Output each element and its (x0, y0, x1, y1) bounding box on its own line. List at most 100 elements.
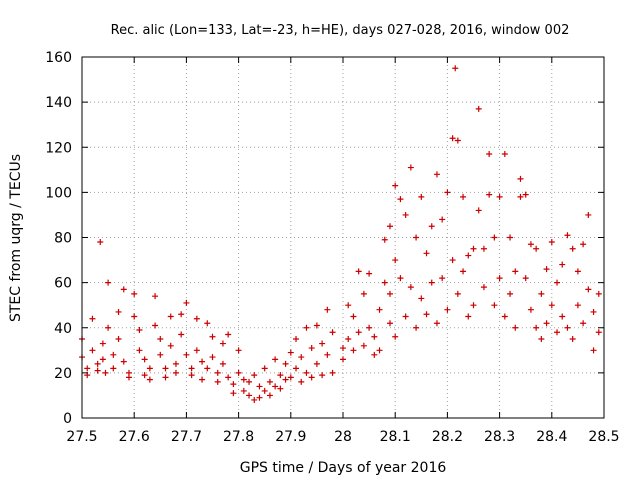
data-point (449, 257, 456, 264)
data-point (590, 347, 597, 354)
y-tick-label: 60 (54, 276, 72, 292)
data-point (105, 324, 112, 331)
data-point (439, 216, 446, 223)
x-axis-label: GPS time / Days of year 2016 (240, 460, 447, 476)
data-point (501, 313, 508, 320)
x-tick-label: 27.5 (66, 429, 97, 445)
data-point (199, 376, 206, 383)
data-point (517, 175, 524, 182)
data-point (460, 193, 467, 200)
data-point (146, 376, 153, 383)
data-point (298, 354, 305, 361)
data-point (554, 329, 561, 336)
data-point (167, 313, 174, 320)
data-point (183, 351, 190, 358)
data-point (501, 151, 508, 158)
data-point (480, 245, 487, 252)
data-point (324, 306, 331, 313)
data-point (507, 234, 514, 241)
data-point (538, 290, 545, 297)
data-point (418, 193, 425, 200)
data-point (381, 236, 388, 243)
data-point (110, 351, 117, 358)
data-point (402, 211, 409, 218)
grid (82, 57, 604, 418)
data-point (392, 257, 399, 264)
data-point (204, 320, 211, 327)
data-point (452, 65, 459, 72)
y-tick-label: 140 (45, 95, 72, 111)
data-point (538, 336, 545, 343)
data-point (152, 293, 159, 300)
data-point (460, 268, 467, 275)
data-point (99, 340, 106, 347)
data-point (125, 374, 132, 381)
data-point (94, 360, 101, 367)
data-point (131, 290, 138, 297)
data-point (465, 252, 472, 259)
data-point (329, 329, 336, 336)
x-tick-label: 27.9 (275, 429, 306, 445)
data-point (313, 360, 320, 367)
data-point (277, 372, 284, 379)
data-point (590, 308, 597, 315)
data-point (287, 349, 294, 356)
data-point (569, 245, 576, 252)
data-point (141, 372, 148, 379)
data-point (199, 358, 206, 365)
data-point (214, 378, 221, 385)
data-point (303, 369, 310, 376)
data-point (298, 378, 305, 385)
data-point (444, 306, 451, 313)
x-tick-label: 27.8 (223, 429, 254, 445)
data-point (465, 313, 472, 320)
y-tick-label: 0 (63, 411, 72, 427)
data-point (120, 286, 127, 293)
data-point (272, 356, 279, 363)
data-point (360, 290, 367, 297)
data-point (517, 193, 524, 200)
data-point (496, 193, 503, 200)
data-point (219, 340, 226, 347)
data-point (115, 336, 122, 343)
data-point (230, 381, 237, 388)
data-point (162, 365, 169, 372)
data-point (261, 365, 268, 372)
data-point (428, 279, 435, 286)
data-point (293, 336, 300, 343)
data-point (340, 345, 346, 352)
data-point (407, 284, 414, 291)
data-point (136, 347, 143, 354)
data-point (554, 279, 561, 286)
data-point (319, 340, 326, 347)
data-point (449, 135, 456, 142)
data-point (355, 268, 362, 275)
data-point (282, 360, 289, 367)
data-point (595, 290, 602, 297)
data-point (193, 315, 200, 322)
data-point (366, 270, 373, 277)
data-point (397, 275, 404, 282)
data-point (345, 336, 352, 343)
data-point (533, 245, 540, 252)
chart-title: Rec. alic (Lon=133, Lat=-23, h=HE), days… (111, 23, 570, 38)
data-point (110, 365, 117, 372)
data-point (376, 347, 383, 354)
data-point (433, 171, 440, 178)
data-point (287, 374, 294, 381)
data-point (293, 365, 300, 372)
data-point (178, 311, 185, 318)
data-point (256, 394, 263, 401)
data-point (543, 320, 550, 327)
data-point (136, 327, 143, 334)
data-point (392, 182, 399, 189)
data-point (172, 369, 179, 376)
data-point (564, 232, 571, 239)
data-point (188, 372, 195, 379)
y-axis-label: STEC from uqrg / TECUs (8, 154, 24, 322)
data-point (102, 369, 109, 376)
data-point (240, 376, 247, 383)
data-point (152, 322, 159, 329)
y-tick-label: 40 (54, 321, 72, 337)
